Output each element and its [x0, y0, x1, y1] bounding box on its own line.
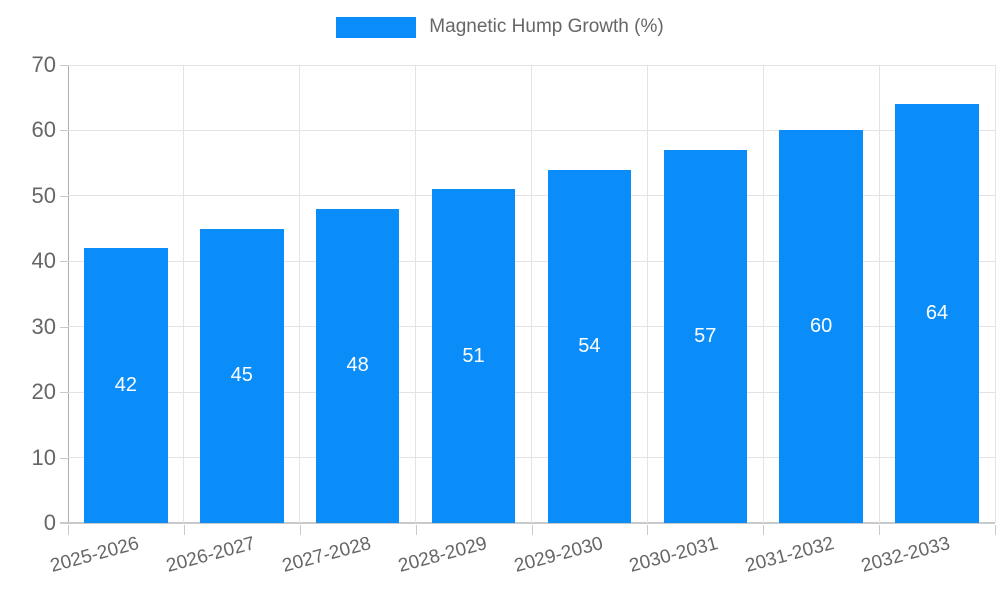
y-axis-tick-label: 60: [31, 117, 56, 143]
x-axis-tick-label: 2026-2027: [164, 533, 258, 577]
x-tick: [763, 525, 765, 535]
legend-label: Magnetic Hump Growth (%): [429, 16, 664, 37]
x-tick: [531, 525, 533, 535]
v-gridline: [762, 65, 764, 523]
x-axis-labels: 2025-2026 2026-2027 2027-2028 2028-2029 2029…: [48, 533, 995, 593]
x-axis-tick-label: 2029-2030: [511, 533, 605, 577]
bar-2028-2029: 51: [431, 189, 516, 523]
y-tick: [60, 65, 68, 66]
x-tick: [995, 525, 996, 535]
bar-2032-2033: 64: [895, 104, 979, 523]
bar-2030-2031: 57: [663, 150, 748, 523]
x-tick: [879, 525, 881, 535]
v-gridline: [531, 65, 532, 523]
bar-value-label: 60: [810, 315, 833, 338]
x-axis-tick-label: 2025-2026: [48, 533, 142, 577]
y-tick: [60, 130, 68, 132]
bar-2026-2027: 45: [200, 228, 284, 523]
y-tick: [60, 326, 68, 328]
y-tick: [60, 261, 68, 263]
x-tick: [647, 525, 649, 535]
x-tick: [183, 525, 185, 535]
bar-2029-2030: 54: [547, 169, 632, 523]
bar-value-label: 45: [230, 364, 253, 387]
v-gridline: [183, 65, 185, 523]
bar-value-label: 57: [694, 325, 717, 348]
y-axis-tick-label: 70: [31, 52, 56, 77]
x-tick: [415, 525, 417, 535]
bar-value-label: 64: [925, 302, 949, 325]
x-axis-tick-label: 2027-2028: [279, 533, 374, 577]
y-axis-tick-label: 40: [31, 248, 56, 274]
x-tick: [299, 525, 301, 535]
v-gridline: [994, 65, 996, 523]
y-axis-tick-label: 20: [31, 379, 56, 405]
x-axis-tick-label: 2031-2032: [743, 533, 837, 577]
v-gridline: [299, 65, 301, 523]
v-gridline: [646, 65, 648, 523]
x-axis-line: [60, 522, 995, 524]
y-tick: [60, 392, 68, 394]
y-tick: [60, 457, 68, 459]
bar-2027-2028: 48: [315, 208, 400, 523]
y-axis-tick-label: 30: [31, 313, 56, 339]
x-tick: [68, 525, 69, 535]
y-axis-tick-label: 0: [43, 510, 56, 535]
bar-value-label: 48: [346, 354, 369, 377]
x-axis-tick-label: 2028-2029: [395, 533, 489, 577]
bar-2025-2026: 42: [84, 248, 168, 523]
y-axis-tick-label: 50: [31, 182, 56, 208]
plot-area: 42 45 48 51 54 57 60 64: [68, 64, 996, 523]
x-axis-tick-label: 2030-2031: [627, 533, 721, 577]
v-gridline: [415, 65, 417, 523]
v-gridline: [878, 65, 880, 523]
y-axis-line: [68, 65, 69, 523]
bar-value-label: 42: [114, 374, 138, 397]
legend[interactable]: Magnetic Hump Growth (%): [0, 16, 1000, 38]
y-tick: [60, 523, 68, 524]
bar-value-label: 54: [578, 334, 601, 357]
x-axis-tick-label: 2032-2033: [859, 533, 953, 577]
bar-2031-2032: 60: [779, 130, 863, 523]
y-tick: [60, 195, 68, 197]
bar-value-label: 51: [462, 344, 485, 367]
legend-swatch: [336, 16, 417, 38]
y-axis-tick-label: 10: [31, 444, 56, 470]
